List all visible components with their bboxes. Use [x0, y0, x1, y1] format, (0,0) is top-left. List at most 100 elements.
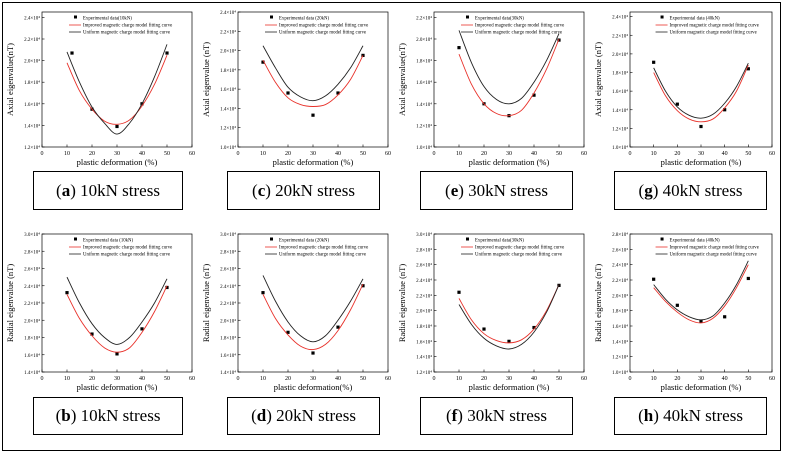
y-axis-label: Axial eigenvalue (nT): [593, 42, 603, 117]
y-tick-label: 2.2×10⁴: [220, 29, 236, 35]
legend-label-experimental: Experimental data (10kN): [83, 239, 133, 244]
legend-label-improved: Improved magnetic charge model fitting c…: [83, 246, 172, 251]
y-tick-label: 2.2×10⁴: [416, 293, 432, 299]
y-tick-label: 2.4×10⁴: [612, 15, 628, 21]
x-tick-label: 0: [41, 376, 44, 382]
legend-label-experimental: Experimental data (20kN): [279, 239, 329, 244]
x-tick-label: 50: [164, 376, 170, 382]
y-tick-label: 2.0×10⁴: [416, 37, 432, 43]
experimental-data-point: [457, 46, 461, 50]
chart-panel-e: 0 10 20 30 40 50 60 1.0×10⁴ 1.2×10⁴ 1.4×10⁴ 1.6×10…: [396, 4, 592, 171]
improved-model-curve: [458, 284, 560, 344]
y-tick-label: 1.4×10⁴: [416, 355, 432, 361]
caption-a: (a) 10kN stress: [33, 171, 183, 210]
x-tick-label: 50: [360, 376, 366, 382]
legend-label-experimental: Experimental data(30kN): [475, 17, 524, 22]
chart-panel-d: 0 10 20 30 40 50 60 1.4×10⁴ 1.6×10⁴ 1.8×10⁴ 2.0×10…: [200, 226, 396, 396]
y-axis-label: Radial eigenvalue (nT): [5, 264, 15, 343]
y-tick-label: 2.0×10⁴: [220, 318, 236, 324]
legend-label-improved: Improved magnetic charge model fitting c…: [83, 24, 172, 29]
legend-label-uniform: Uniform magnetic charge model fitting cu…: [670, 31, 757, 36]
chart-svg-a: 0 10 20 30 40 50 60 1.2×10⁴ 1.4×10⁴ 1.6×10⁴ 1.8×10…: [5, 11, 195, 167]
legend-label-uniform: Uniform magnetic charge model fitting cu…: [83, 31, 170, 36]
y-tick-label: 2.6×10⁴: [220, 267, 236, 273]
legend-label-improved: Improved magnetic charge model fitting c…: [670, 246, 759, 251]
legend-label-uniform: Uniform magnetic charge model fitting cu…: [83, 253, 170, 258]
x-axis-label: plastic deformation(%): [274, 382, 353, 392]
improved-model-curve: [653, 264, 749, 324]
y-tick-label: 1.6×10⁴: [24, 102, 40, 108]
legend-label-improved: Improved magnetic charge model fitting c…: [279, 246, 368, 251]
chart-svg-c: 0 10 20 30 40 50 60 1.0×10⁴ 1.2×10⁴ 1.4×10⁴ 1.6×10…: [201, 10, 391, 167]
improved-model-curve: [458, 38, 560, 117]
x-axis-label: plastic deformation (%): [77, 157, 158, 167]
y-tick-label: 2.2×10⁴: [220, 301, 236, 307]
legend-label-improved: Improved magnetic charge model fitting c…: [670, 24, 759, 29]
x-tick-label: 20: [285, 376, 291, 382]
experimental-data-point: [723, 315, 727, 319]
experimental-data-point: [532, 93, 536, 97]
improved-model-curve: [66, 55, 168, 125]
y-tick-label: 1.4×10⁴: [24, 123, 40, 129]
legend-label-uniform: Uniform magnetic charge model fitting cu…: [279, 253, 366, 258]
y-tick-label: 3.0×10⁴: [220, 232, 236, 238]
y-tick-label: 1.6×10⁴: [416, 80, 432, 86]
x-axis-label: plastic deformation (%): [273, 157, 354, 167]
x-tick-label: 20: [285, 151, 291, 157]
y-tick-label: 1.4×10⁴: [612, 339, 628, 345]
x-tick-label: 10: [456, 376, 462, 382]
experimental-data-point: [675, 303, 679, 307]
y-axis-label: Axial eigenvalue(nT): [397, 43, 407, 116]
x-tick-label: 10: [64, 376, 70, 382]
y-tick-label: 3.0×10⁴: [416, 232, 432, 238]
y-tick-label: 1.6×10⁴: [220, 353, 236, 359]
y-tick-label: 2.0×10⁴: [416, 309, 432, 315]
y-tick-label: 1.8×10⁴: [24, 80, 40, 86]
experimental-data-point: [699, 124, 703, 129]
caption-c: (c) 20kN stress: [227, 171, 380, 210]
y-tick-label: 1.2×10⁴: [416, 370, 432, 376]
y-tick-label: 2.4×10⁴: [24, 15, 40, 21]
caption-h: (h) 40kN stress: [614, 397, 767, 435]
y-tick-label: 2.8×10⁴: [24, 249, 40, 255]
y-tick-label: 2.4×10⁴: [24, 284, 40, 290]
uniform-model-curve: [653, 260, 749, 321]
y-tick-label: 1.4×10⁴: [220, 106, 236, 112]
y-axis-label: Radial eigenvalue (nT): [201, 264, 211, 343]
y-tick-label: 2.6×10⁴: [612, 247, 628, 253]
experimental-data-point: [652, 60, 656, 64]
uniform-model-curve: [653, 63, 749, 119]
y-tick-label: 2.4×10⁴: [612, 263, 628, 269]
y-tick-label: 1.0×10⁴: [416, 145, 432, 151]
uniform-model-curve: [262, 45, 364, 102]
uniform-model-curve: [458, 284, 560, 350]
legend-label-experimental: Experimental data(10kN): [83, 17, 132, 22]
legend-marker-experimental: [74, 15, 77, 19]
x-tick-label: 20: [89, 151, 95, 157]
chart-svg-e: 0 10 20 30 40 50 60 1.0×10⁴ 1.2×10⁴ 1.4×10⁴ 1.6×10…: [397, 11, 587, 167]
x-tick-label: 60: [385, 376, 391, 382]
y-tick-label: 2.8×10⁴: [220, 249, 236, 255]
x-tick-label: 30: [114, 376, 120, 382]
y-tick-label: 1.2×10⁴: [24, 145, 40, 151]
y-tick-label: 1.6×10⁴: [612, 89, 628, 95]
chart-svg-g: 0 10 20 30 40 50 60 1.0×10⁴ 1.2×10⁴ 1.4×10⁴ 1.6×10…: [593, 11, 775, 167]
legend-marker-experimental: [660, 15, 664, 19]
y-axis-label: Axial eigenvalue(nT): [5, 43, 15, 116]
y-tick-label: 2.6×10⁴: [24, 267, 40, 273]
chart-panel-h: 0 10 20 30 40 50 60 1.0×10⁴ 1.2×10⁴ 1.4×10⁴ 1.6×10…: [592, 226, 780, 396]
x-tick-label: 30: [310, 376, 316, 382]
experimental-data-point: [90, 332, 94, 336]
x-axis-label: plastic deformation (%): [469, 157, 550, 167]
y-tick-label: 1.2×10⁴: [612, 355, 628, 361]
x-tick-label: 10: [651, 376, 657, 382]
x-tick-label: 0: [433, 151, 436, 157]
improved-model-curve: [653, 64, 749, 123]
x-tick-label: 10: [651, 151, 657, 157]
x-tick-label: 50: [556, 151, 562, 157]
y-tick-label: 1.8×10⁴: [416, 59, 432, 65]
legend-label-experimental: Experimental data (40kN): [670, 239, 720, 244]
chart-panel-f: 0 10 20 30 40 50 60 1.2×10⁴ 1.4×10⁴ 1.6×10⁴ 1.8×10…: [396, 226, 592, 396]
y-tick-label: 1.0×10⁴: [612, 145, 628, 151]
experimental-data-point: [140, 327, 144, 331]
